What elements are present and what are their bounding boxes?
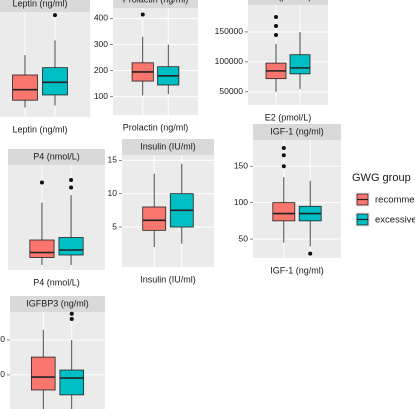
- box: [58, 237, 84, 256]
- panel-background: [253, 140, 341, 258]
- box: [272, 202, 296, 222]
- outlier: [308, 251, 313, 256]
- strip-title: Leptin (ng/ml): [12, 0, 67, 8]
- outlier: [281, 153, 286, 158]
- strip: [122, 139, 214, 155]
- panel: E2 (pmol/L) 50000 100000 150000 E2 (pmol/L): [215, 0, 328, 122]
- box: [59, 369, 85, 396]
- panel-background: [113, 8, 198, 115]
- y-tick-label: 15: [108, 155, 118, 165]
- strip-title: Insulin (IU/ml): [140, 141, 196, 151]
- outlier: [39, 180, 44, 185]
- panel: P4 (nmol/L) P4 (nmol/L): [8, 149, 105, 287]
- y-tick-label: 300: [94, 39, 108, 49]
- y-tick-label: 150000: [215, 26, 244, 36]
- panel-background: [10, 312, 105, 409]
- y-tick-label: 200: [94, 65, 108, 75]
- strip-title: E2 (pmol/L): [265, 0, 312, 1]
- y-tick-label: 400: [94, 13, 108, 23]
- panel: Prolactin (ng/ml) 100 200 300 400 Prolactin (…: [94, 0, 198, 132]
- box: [12, 74, 38, 101]
- y-tick-label: 5: [112, 221, 117, 231]
- x-axis-label: E2 (pmol/L): [265, 112, 312, 122]
- outlier: [274, 14, 278, 19]
- strip-title: IGFBP3 (ng/ml): [26, 298, 89, 308]
- outlier: [281, 146, 286, 151]
- panel: Insulin (IU/ml) 5 10 15 Insulin (IU/ml): [108, 139, 214, 284]
- outlier: [274, 23, 278, 28]
- y-tick-label: 3000: [0, 369, 5, 379]
- y-tick-label: 100000: [215, 56, 244, 66]
- outlier: [69, 185, 74, 190]
- legend-title: GWG group: [352, 172, 411, 184]
- strip-title: P4 (nmol/L): [33, 151, 80, 161]
- outlier: [69, 178, 74, 182]
- outlier: [53, 13, 57, 18]
- outlier: [281, 164, 286, 169]
- x-axis-label: Insulin (IU/ml): [140, 274, 196, 284]
- panel-background: [0, 12, 90, 117]
- y-tick-label: 10: [108, 188, 118, 198]
- x-axis-label: Leptin (ng/ml): [12, 124, 67, 134]
- y-tick-label: 4000: [0, 334, 5, 344]
- strip-title: Prolactin (ng/ml): [123, 0, 189, 4]
- panel-background: [248, 5, 328, 105]
- panel-background: [8, 165, 105, 270]
- outlier: [69, 316, 74, 321]
- outlier: [274, 32, 278, 37]
- strip: [10, 296, 105, 312]
- box: [142, 206, 167, 231]
- y-tick-label: 100: [94, 91, 108, 101]
- panel: IGFBP3 (ng/ml) 3000 4000: [0, 296, 105, 409]
- panel: IGF-1 (ng/ml) 50 100 150 IGF-1 (ng/ml): [234, 124, 341, 275]
- panel: Leptin (ng/ml) Leptin (ng/ml): [0, 0, 90, 134]
- x-axis-label: IGF-1 (ng/ml): [270, 265, 324, 275]
- outlier: [69, 311, 74, 316]
- y-tick-label: 150: [234, 160, 248, 170]
- strip: [113, 0, 198, 8]
- panel-background: [122, 155, 214, 267]
- box: [29, 239, 55, 258]
- y-tick-label: 50: [239, 233, 249, 243]
- box: [30, 356, 56, 391]
- x-axis-label: Prolactin (ng/ml): [123, 122, 189, 132]
- y-tick-label: 50000: [219, 86, 243, 96]
- outlier: [140, 12, 145, 17]
- strip: [8, 149, 105, 165]
- strip: [248, 0, 328, 5]
- strip-title: IGF-1 (ng/ml): [270, 126, 324, 136]
- y-tick-label: 100: [234, 197, 248, 207]
- box: [289, 54, 311, 75]
- legend-label: excessive: [375, 215, 415, 226]
- box: [42, 67, 68, 96]
- strip: [253, 124, 341, 140]
- strip: [0, 0, 90, 12]
- legend-label: recommer: [375, 195, 415, 206]
- x-axis-label: P4 (nmol/L): [33, 277, 80, 287]
